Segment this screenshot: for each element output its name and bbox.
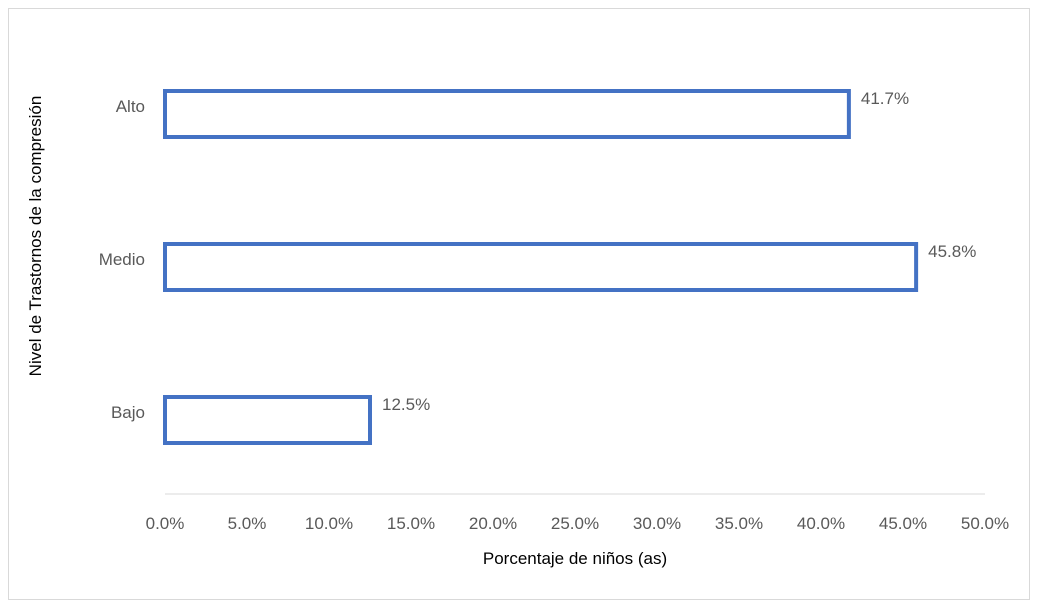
bar-alto: [163, 89, 851, 139]
x-tick-label: 35.0%: [715, 514, 763, 533]
category-label-bajo: Bajo: [111, 403, 145, 422]
x-tick-label: 25.0%: [551, 514, 599, 533]
bars-layer: [163, 89, 919, 445]
x-tick-label: 0.0%: [146, 514, 185, 533]
x-axis-title: Porcentaje de niños (as): [483, 549, 667, 568]
data-labels-layer: 12.5% 45.8% 41.7%: [382, 89, 976, 414]
data-label-alto: 41.7%: [861, 89, 909, 108]
x-tick-label: 20.0%: [469, 514, 517, 533]
category-label-alto: Alto: [116, 97, 145, 116]
bar-bajo: [163, 395, 372, 445]
category-labels-layer: Bajo Medio Alto: [99, 97, 145, 422]
x-tick-label: 50.0%: [961, 514, 1009, 533]
x-tick-label: 40.0%: [797, 514, 845, 533]
x-tick-label: 45.0%: [879, 514, 927, 533]
category-label-medio: Medio: [99, 250, 145, 269]
data-label-bajo: 12.5%: [382, 395, 430, 414]
x-tick-label: 15.0%: [387, 514, 435, 533]
bar-medio: [163, 242, 919, 292]
x-tick-label: 10.0%: [305, 514, 353, 533]
x-tick-labels-layer: 0.0% 5.0% 10.0% 15.0% 20.0% 25.0% 30.0% 35.0% 40…: [146, 514, 1009, 533]
x-tick-label: 30.0%: [633, 514, 681, 533]
y-axis-title: Nivel de Trastornos de la compresión: [26, 96, 45, 377]
x-tick-label: 5.0%: [228, 514, 267, 533]
data-label-medio: 45.8%: [928, 242, 976, 261]
